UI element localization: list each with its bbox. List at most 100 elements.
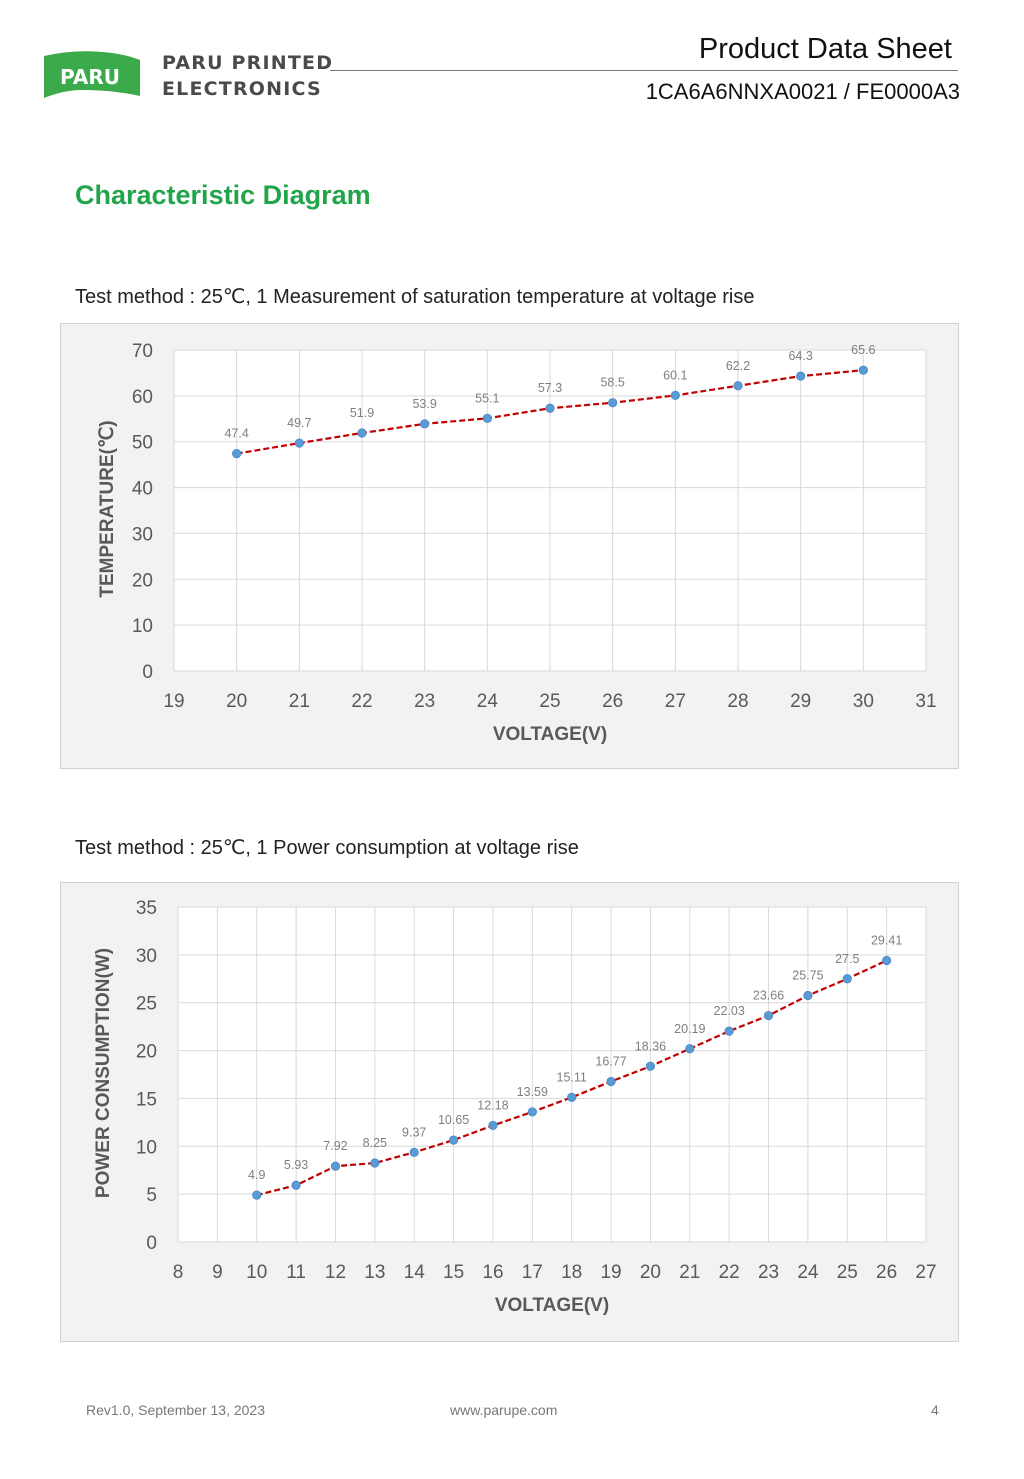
power-chart: 0 5 10 15 20 25 30 35 8 9 10 11 12 13 14 15 16 17 18 19 20 21… — [93, 898, 937, 1316]
data-point — [796, 371, 806, 381]
y-tick-label: 25 — [136, 994, 157, 1015]
data-point — [763, 1010, 774, 1021]
x-tick-label: 28 — [727, 691, 748, 712]
data-point — [370, 1158, 380, 1168]
data-label: 60.1 — [663, 368, 687, 382]
data-point — [645, 1061, 656, 1071]
data-label: 4.9 — [248, 1168, 265, 1182]
footer-website: www.parupe.com — [450, 1402, 558, 1418]
x-tick-label: 29 — [790, 691, 811, 712]
data-point — [252, 1190, 262, 1200]
document-title: Product Data Sheet — [698, 33, 952, 65]
x-tick-label: 9 — [212, 1262, 223, 1283]
y-axis-title: POWER CONSUMPTION(W) — [93, 948, 114, 1198]
x-tick-label: 22 — [351, 691, 372, 712]
data-label: 16.77 — [595, 1054, 626, 1068]
data-point — [733, 381, 743, 391]
data-label: 12.18 — [477, 1098, 508, 1112]
data-label: 58.5 — [600, 376, 624, 390]
x-tick-label: 13 — [364, 1262, 385, 1283]
data-label: 8.25 — [363, 1136, 387, 1150]
x-tick-label: 24 — [477, 691, 499, 712]
x-tick-label: 31 — [915, 691, 936, 712]
data-label: 62.2 — [726, 359, 750, 373]
series-line — [256, 959, 888, 1197]
data-point — [232, 449, 242, 459]
y-tick-label: 50 — [132, 433, 153, 454]
y-axis-title: TEMPERATURE(℃) — [97, 420, 118, 597]
temperature-chart-frame: 0 10 20 30 40 50 60 70 19 20 21 22 23 24 25 26 27 28 29 30 3… — [60, 323, 959, 769]
data-label: 57.3 — [538, 381, 562, 395]
data-label: 10.65 — [438, 1113, 469, 1127]
document-code: 1CA6A6NNXA0021 / FE0000A3 — [645, 79, 960, 104]
data-label: 20.19 — [674, 1022, 705, 1036]
x-tick-label: 30 — [853, 691, 874, 712]
header-divider — [330, 70, 958, 71]
x-tick-label: 25 — [539, 691, 560, 712]
y-tick-label: 20 — [132, 570, 153, 591]
x-tick-label: 24 — [797, 1262, 819, 1283]
data-point — [882, 955, 892, 966]
x-tick-label: 15 — [443, 1262, 464, 1283]
x-tick-label: 22 — [719, 1262, 740, 1283]
data-point — [488, 1120, 498, 1131]
data-label: 18.36 — [635, 1039, 666, 1053]
y-tick-label: 70 — [132, 341, 153, 362]
data-point — [357, 428, 367, 438]
data-point — [606, 1076, 616, 1087]
data-point — [724, 1026, 734, 1036]
data-point — [448, 1135, 459, 1145]
section-title: Characteristic Diagram — [75, 180, 371, 210]
y-tick-label: 0 — [142, 662, 153, 683]
data-label: 25.75 — [792, 969, 823, 983]
data-label: 29.41 — [871, 934, 902, 948]
data-label: 13.59 — [517, 1085, 548, 1099]
data-point — [608, 398, 618, 408]
x-tick-label: 23 — [414, 691, 435, 712]
data-point — [420, 419, 430, 429]
y-tick-label: 5 — [146, 1185, 157, 1206]
company-name-line1: PARU PRINTED — [162, 52, 334, 74]
y-tick-label: 30 — [136, 946, 157, 967]
data-label: 64.3 — [788, 349, 812, 363]
y-tick-label: 15 — [136, 1089, 157, 1110]
data-point — [545, 403, 555, 413]
y-tick-label: 0 — [146, 1233, 157, 1254]
data-point — [567, 1092, 577, 1102]
y-tick-label: 60 — [132, 387, 153, 408]
data-point — [670, 390, 680, 400]
data-point — [409, 1147, 419, 1157]
x-tick-label: 27 — [915, 1262, 936, 1283]
y-tick-label: 20 — [136, 1042, 157, 1063]
data-label: 27.5 — [835, 952, 859, 966]
logo-badge-text: PARU — [60, 65, 120, 89]
data-label: 51.9 — [350, 406, 374, 420]
y-tick-label: 40 — [132, 479, 153, 500]
x-tick-label: 27 — [665, 691, 686, 712]
data-label: 55.1 — [475, 391, 499, 405]
data-point — [294, 438, 304, 448]
data-point — [330, 1161, 341, 1171]
x-tick-label: 19 — [163, 691, 184, 712]
x-tick-label: 20 — [640, 1262, 661, 1283]
data-label: 7.92 — [323, 1139, 347, 1153]
x-tick-label: 16 — [482, 1262, 503, 1283]
data-label: 15.11 — [557, 1070, 587, 1084]
data-label: 47.4 — [224, 427, 248, 441]
data-point — [482, 413, 492, 423]
x-tick-label: 26 — [876, 1262, 897, 1283]
data-label: 22.03 — [714, 1004, 745, 1018]
x-axis-title: VOLTAGE(V) — [495, 1295, 609, 1316]
x-tick-label: 11 — [286, 1262, 306, 1283]
data-label: 49.7 — [287, 416, 311, 430]
x-tick-label: 14 — [404, 1262, 426, 1283]
footer-revision: Rev1.0, September 13, 2023 — [86, 1402, 266, 1418]
y-tick-label: 10 — [136, 1137, 157, 1158]
x-tick-label: 20 — [226, 691, 247, 712]
x-tick-label: 18 — [561, 1262, 582, 1283]
x-tick-label: 17 — [522, 1262, 543, 1283]
x-tick-label: 26 — [602, 691, 623, 712]
company-name-line2: ELECTRONICS — [162, 78, 322, 100]
data-label: 53.9 — [412, 397, 436, 411]
paru-logo: PARU — [44, 51, 140, 98]
